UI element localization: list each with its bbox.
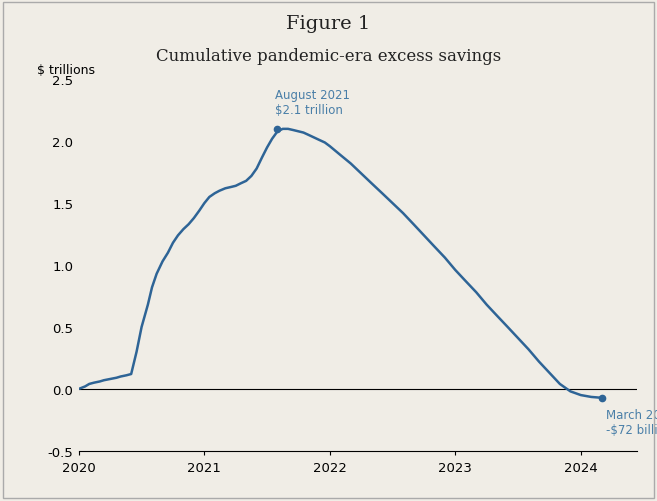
Text: Figure 1: Figure 1 bbox=[286, 15, 371, 33]
Text: Cumulative pandemic-era excess savings: Cumulative pandemic-era excess savings bbox=[156, 48, 501, 65]
Text: March 2024
-$72 billion: March 2024 -$72 billion bbox=[606, 408, 657, 436]
Text: August 2021
$2.1 trillion: August 2021 $2.1 trillion bbox=[275, 89, 350, 117]
Text: $ trillions: $ trillions bbox=[37, 64, 95, 77]
